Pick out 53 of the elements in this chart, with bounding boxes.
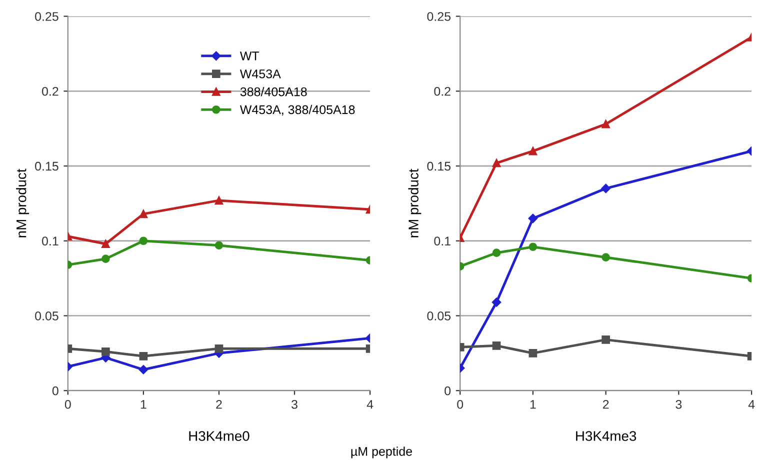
x-tick-label: 3 [292, 400, 298, 409]
point [139, 210, 148, 218]
legend-label: WT [240, 52, 260, 60]
point [492, 298, 502, 307]
y-tick-label: 0.1 [42, 236, 58, 246]
x-tick-label: 2 [216, 400, 222, 409]
x-axis-title: H3K4me3 [576, 431, 636, 441]
x-tick-label: 3 [676, 400, 682, 409]
y-tick-label: 0.05 [35, 312, 58, 320]
point [139, 236, 148, 246]
point [492, 248, 501, 258]
y-tick-label: 0.2 [434, 86, 450, 96]
point [214, 241, 224, 250]
y-tick-label: 0 [444, 386, 451, 396]
y-tick-label: 0.25 [427, 12, 451, 21]
point [602, 120, 610, 128]
point [102, 254, 110, 264]
y-axis-title: nM product [16, 168, 29, 238]
y-tick-label: 0.05 [427, 312, 451, 320]
point [139, 352, 148, 360]
y-tick-label: 0.25 [35, 12, 58, 21]
point [492, 158, 501, 168]
y-tick-label: 0.2 [42, 86, 58, 96]
x-tick-label: 1 [140, 400, 146, 409]
text: µM peptide [351, 446, 412, 458]
x-tick-label: 2 [602, 400, 609, 409]
y-tick-label: 0.15 [35, 162, 58, 171]
point [138, 365, 148, 374]
x-tick-label: 4 [366, 400, 374, 409]
point [528, 349, 538, 358]
y-axis-title: nM product [408, 168, 422, 238]
point [492, 342, 501, 350]
point [102, 240, 110, 248]
point [214, 196, 224, 205]
x-tick-label: 0 [457, 400, 464, 409]
legend-label: W453A [240, 69, 281, 78]
y-tick-label: 0.15 [427, 162, 451, 171]
y-tick-label: 0 [52, 386, 58, 396]
legend-label: 388/405A18 [240, 87, 307, 96]
legend-label: W453A, 388/405A18 [240, 104, 355, 116]
x-axis-title: H3K4me0 [189, 431, 250, 441]
y-tick-label: 0.1 [434, 236, 450, 246]
point [528, 146, 538, 156]
point [102, 348, 110, 356]
x-tick-label: 4 [748, 400, 755, 409]
point [214, 344, 224, 353]
x-tick-label: 0 [64, 400, 71, 409]
point [528, 242, 538, 252]
point [602, 336, 610, 344]
x-tick-label: 1 [530, 400, 536, 409]
point [602, 253, 610, 262]
point [528, 214, 538, 224]
point [601, 184, 610, 194]
